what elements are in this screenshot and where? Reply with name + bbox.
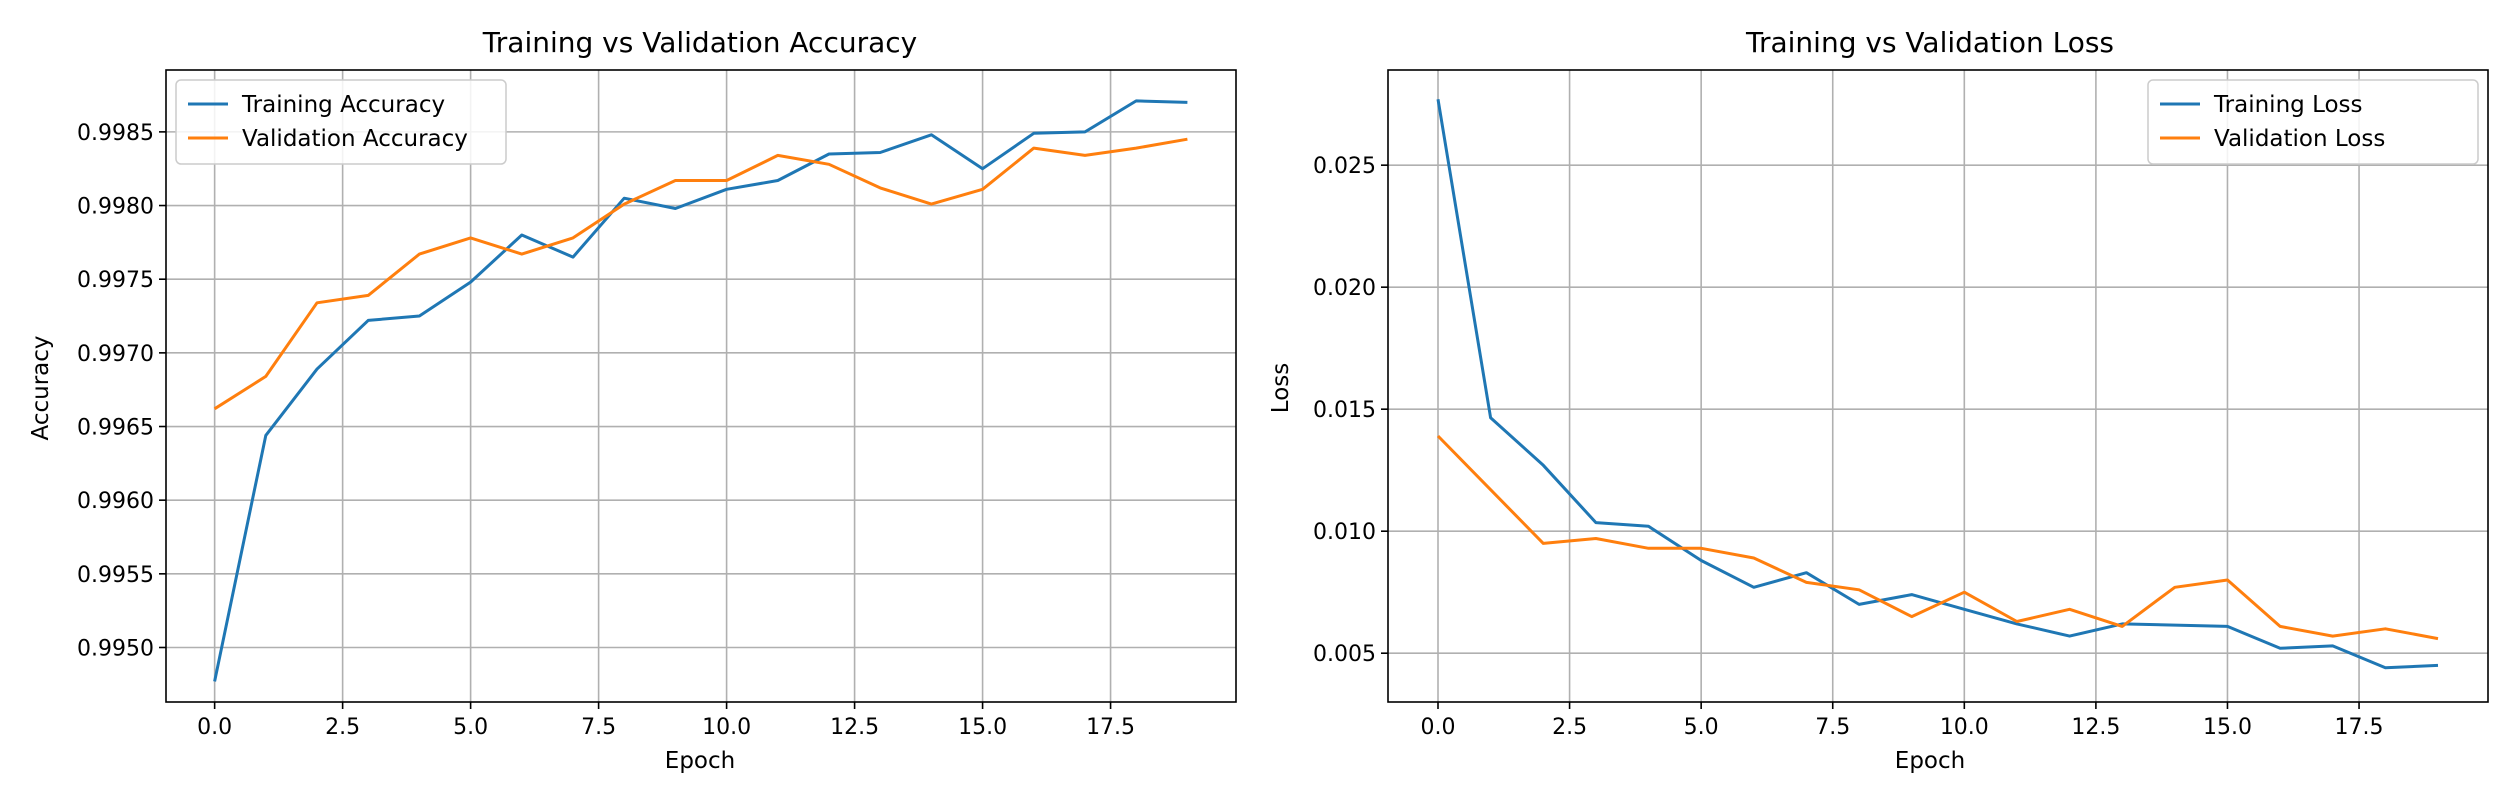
series-line-1 (213, 99, 1188, 682)
y-tick-label: 0.9955 (77, 563, 154, 588)
x-tick-label: 0.0 (1421, 715, 1456, 740)
series-line-1 (1436, 99, 2439, 670)
legend: Training Loss Validation Loss (2147, 79, 2479, 165)
x-tick-label: 5.0 (453, 715, 488, 740)
y-axis-label: Accuracy (28, 335, 54, 440)
x-tick-label: 7.5 (1815, 715, 1850, 740)
x-axis-label: Epoch (1895, 748, 1965, 774)
accuracy-chart: Training vs Validation Accuracy Epoch Ac… (28, 26, 1237, 774)
x-tick-label: 0.0 (197, 715, 232, 740)
x-tick-label: 17.5 (1086, 715, 1135, 740)
series-line-2 (1436, 434, 2439, 641)
x-tick-label: 5.0 (1684, 715, 1719, 740)
x-tick-label: 12.5 (830, 715, 879, 740)
y-axis-label: Loss (1268, 363, 1294, 413)
chart-title: Training vs Validation Loss (1745, 26, 2114, 59)
legend-label: Validation Accuracy (242, 126, 468, 152)
plot-frame (1387, 69, 2489, 703)
y-tick-label: 0.9950 (77, 636, 154, 661)
legend-label: Training Loss (2213, 92, 2363, 118)
y-tick-label: 0.015 (1313, 398, 1376, 423)
legend: Training Accuracy Validation Accuracy (175, 79, 507, 165)
legend-box (175, 79, 507, 165)
plot-frame (165, 69, 1237, 703)
x-tick-label: 7.5 (581, 715, 616, 740)
x-tick-label: 17.5 (2335, 715, 2384, 740)
y-tick-label: 0.9970 (77, 342, 154, 367)
x-axis-label: Epoch (665, 748, 735, 774)
legend-label: Validation Loss (2214, 126, 2385, 152)
x-tick-label: 15.0 (2203, 715, 2252, 740)
legend-label: Training Accuracy (241, 92, 445, 118)
x-tick-label: 10.0 (1940, 715, 1989, 740)
x-tick-label: 15.0 (958, 715, 1007, 740)
y-tick-label: 0.025 (1313, 154, 1376, 179)
loss-chart: Training vs Validation Loss Epoch Loss 0… (1268, 26, 2489, 774)
x-tick-label: 2.5 (1552, 715, 1587, 740)
y-tick-label: 0.9980 (77, 195, 154, 220)
y-tick-label: 0.9965 (77, 416, 154, 441)
y-tick-label: 0.9985 (77, 121, 154, 146)
x-tick-label: 10.0 (702, 715, 751, 740)
y-tick-label: 0.005 (1313, 642, 1376, 667)
y-tick-label: 0.010 (1313, 520, 1376, 545)
chart-title: Training vs Validation Accuracy (482, 26, 917, 59)
x-tick-label: 12.5 (2071, 715, 2120, 740)
y-tick-label: 0.020 (1313, 276, 1376, 301)
y-tick-label: 0.9960 (77, 489, 154, 514)
y-tick-label: 0.9975 (77, 268, 154, 293)
legend-box (2147, 79, 2479, 165)
x-tick-label: 2.5 (325, 715, 360, 740)
series-line-2 (213, 137, 1188, 411)
